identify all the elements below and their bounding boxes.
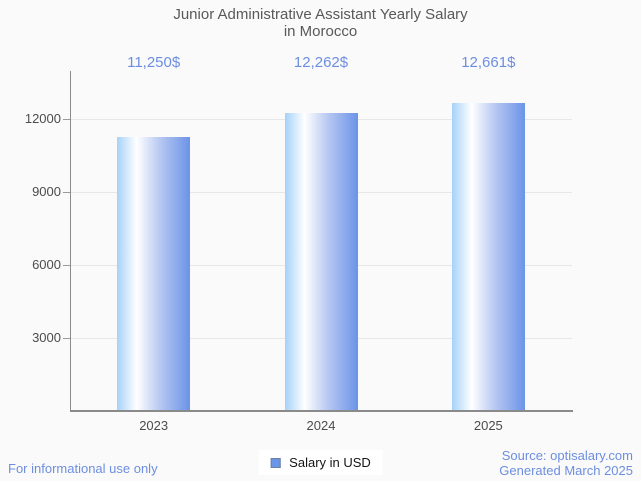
legend: Salary in USD: [258, 450, 383, 475]
y-tick-label: 9000: [32, 184, 61, 199]
chart-title: Junior Administrative Assistant Yearly S…: [0, 6, 641, 40]
x-axis-label-2025: 2025: [473, 418, 503, 433]
x-axis-line: [70, 410, 573, 412]
y-tick-3000: [63, 337, 70, 339]
y-axis-line: [70, 71, 71, 411]
generated-line: Generated March 2025: [499, 463, 633, 478]
x-axis-label-2024: 2024: [306, 418, 336, 433]
x-axis-label-2023: 2023: [139, 418, 169, 433]
source-line: Source: optisalary.com: [501, 448, 633, 463]
source-attribution: Source: optisalary.com Generated March 2…: [499, 448, 633, 478]
y-tick-12000: [63, 118, 70, 120]
chart-title-line2: in Morocco: [283, 23, 358, 40]
value-label-2024: 12,262$: [293, 54, 349, 71]
y-tick-6000: [63, 264, 70, 266]
y-tick-label: 6000: [32, 257, 61, 272]
value-label-2025: 12,661$: [461, 54, 516, 71]
bar-2025: [451, 102, 525, 411]
bar-2024: [284, 112, 358, 411]
disclaimer-text: For informational use only: [8, 461, 158, 476]
legend-marker-icon: [270, 457, 281, 468]
chart-title-line1: Junior Administrative Assistant Yearly S…: [173, 6, 468, 23]
legend-label: Salary in USD: [289, 455, 371, 470]
y-tick-label: 12000: [24, 111, 61, 126]
bar-2023: [117, 137, 191, 411]
y-tick-9000: [63, 191, 70, 193]
value-label-2023: 11,250$: [127, 54, 181, 71]
y-tick-label: 3000: [32, 330, 61, 345]
